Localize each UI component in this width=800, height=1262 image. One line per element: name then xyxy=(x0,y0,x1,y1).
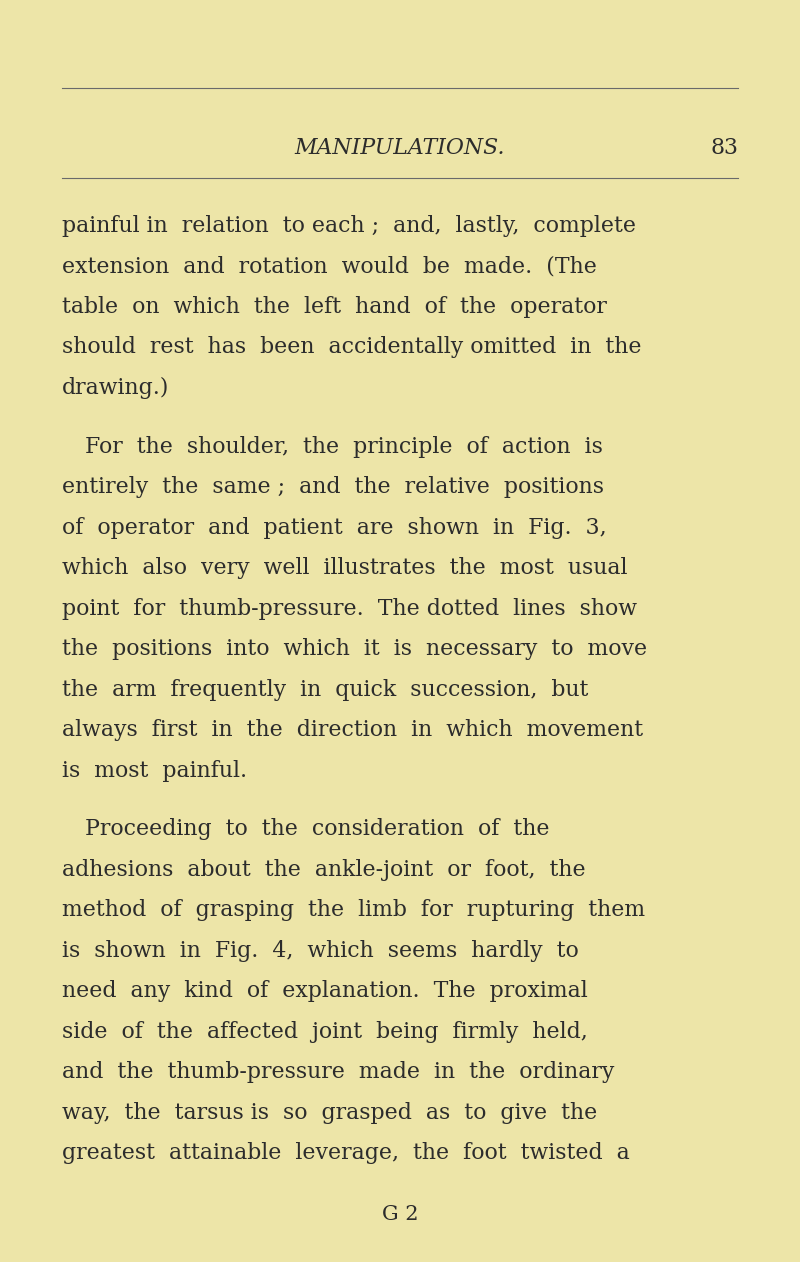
Text: the  positions  into  which  it  is  necessary  to  move: the positions into which it is necessary… xyxy=(62,639,647,660)
Text: need  any  kind  of  explanation.  The  proximal: need any kind of explanation. The proxim… xyxy=(62,981,588,1002)
Text: entirely  the  same ;  and  the  relative  positions: entirely the same ; and the relative pos… xyxy=(62,476,604,498)
Text: always  first  in  the  direction  in  which  movement: always first in the direction in which m… xyxy=(62,719,643,741)
Text: 83: 83 xyxy=(710,138,738,159)
Text: and  the  thumb-pressure  made  in  the  ordinary: and the thumb-pressure made in the ordin… xyxy=(62,1061,614,1084)
Text: greatest  attainable  leverage,  the  foot  twisted  a: greatest attainable leverage, the foot t… xyxy=(62,1142,630,1165)
Text: G 2: G 2 xyxy=(382,1205,418,1224)
Text: adhesions  about  the  ankle-joint  or  foot,  the: adhesions about the ankle-joint or foot,… xyxy=(62,859,586,881)
Text: side  of  the  affected  joint  being  firmly  held,: side of the affected joint being firmly … xyxy=(62,1021,588,1042)
Text: method  of  grasping  the  limb  for  rupturing  them: method of grasping the limb for rupturin… xyxy=(62,900,645,921)
Text: way,  the  tarsus is  so  grasped  as  to  give  the: way, the tarsus is so grasped as to give… xyxy=(62,1102,598,1124)
Text: should  rest  has  been  accidentally omitted  in  the: should rest has been accidentally omitte… xyxy=(62,337,642,358)
Text: table  on  which  the  left  hand  of  the  operator: table on which the left hand of the oper… xyxy=(62,297,607,318)
Text: For  the  shoulder,  the  principle  of  action  is: For the shoulder, the principle of actio… xyxy=(85,435,603,458)
Text: of  operator  and  patient  are  shown  in  Fig.  3,: of operator and patient are shown in Fig… xyxy=(62,516,606,539)
Text: is  most  painful.: is most painful. xyxy=(62,760,247,781)
Text: Proceeding  to  the  consideration  of  the: Proceeding to the consideration of the xyxy=(85,819,550,840)
Text: drawing.): drawing.) xyxy=(62,377,170,399)
Text: the  arm  frequently  in  quick  succession,  but: the arm frequently in quick succession, … xyxy=(62,679,588,700)
Text: painful in  relation  to each ;  and,  lastly,  complete: painful in relation to each ; and, lastl… xyxy=(62,215,636,237)
Text: MANIPULATIONS.: MANIPULATIONS. xyxy=(294,138,506,159)
Text: extension  and  rotation  would  be  made.  (The: extension and rotation would be made. (T… xyxy=(62,255,597,278)
Text: point  for  thumb-pressure.  The dotted  lines  show: point for thumb-pressure. The dotted lin… xyxy=(62,598,637,620)
Text: which  also  very  well  illustrates  the  most  usual: which also very well illustrates the mos… xyxy=(62,558,627,579)
Text: is  shown  in  Fig.  4,  which  seems  hardly  to: is shown in Fig. 4, which seems hardly t… xyxy=(62,940,578,962)
